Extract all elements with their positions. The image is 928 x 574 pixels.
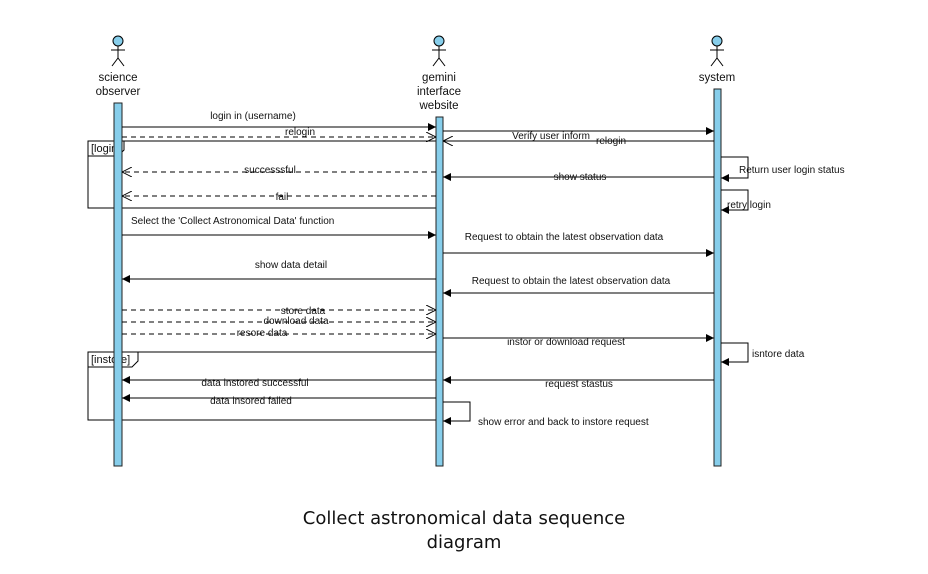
message-retry-login: retry login <box>721 189 771 214</box>
message-download-data: download data <box>122 316 436 327</box>
fragment-instore-label: [instore] <box>91 354 130 366</box>
message-fail: fail <box>122 192 436 203</box>
message-label: download data <box>263 316 328 327</box>
message-resore-data: resore data <box>122 328 436 339</box>
lifeline-science-observer <box>113 102 123 467</box>
message-data-insored-failed: data insored failed <box>122 394 436 407</box>
message-label: isntore data <box>752 349 805 360</box>
actor-label-line: gemini <box>422 72 456 84</box>
message-label: data instored successful <box>201 378 308 389</box>
message-label: instor or download request <box>507 337 625 348</box>
message-label: data insored failed <box>210 396 292 407</box>
message-label: relogin <box>596 136 626 147</box>
message-show-status: show status <box>443 172 714 183</box>
message-data-instored-successful: data instored successful <box>122 376 436 389</box>
message-label: Verify user inform <box>512 131 590 142</box>
fragment-login-label: [login] <box>91 143 120 155</box>
message-label: retry login <box>727 200 771 211</box>
message-label: relogin <box>285 127 315 138</box>
lifeline-gemini-interface-website <box>435 116 444 467</box>
message-label: Select the 'Collect Astronomical Data' f… <box>131 216 334 227</box>
message-successful: successsful <box>122 165 436 176</box>
message-label: fail <box>276 192 289 203</box>
message-label: successsful <box>244 165 296 176</box>
message-verify-user-inform: Verify user inform <box>443 127 714 142</box>
stick-figure-actor-icon <box>710 35 724 67</box>
diagram-caption: Collect astronomical data sequence diagr… <box>0 507 928 555</box>
message-relogin-system: relogin <box>443 136 714 147</box>
actor-label-line: interface <box>417 86 461 98</box>
message-label: Request to obtain the latest observation… <box>472 276 671 287</box>
message-label: show error and back to instore request <box>478 417 649 428</box>
message-label: show status <box>554 172 607 183</box>
message-login: login in (username) <box>122 111 436 131</box>
message-show-error-back-to-instore: show error and back to instore request <box>443 401 649 428</box>
actor-science-observer: science observer <box>96 35 141 98</box>
stick-figure-actor-icon <box>111 35 125 67</box>
stick-figure-actor-icon <box>432 35 446 67</box>
message-instor-or-download-request: instor or download request <box>443 334 714 348</box>
message-request-latest-data-to-system: Request to obtain the latest observation… <box>443 232 714 257</box>
message-label: Request to obtain the latest observation… <box>465 232 664 243</box>
message-relogin-observer: relogin <box>122 127 436 138</box>
message-request-stastus: request stastus <box>443 376 714 390</box>
message-isntore-data: isntore data <box>721 342 805 366</box>
message-return-user-login-status: Return user login status <box>721 156 845 182</box>
actor-label-line: observer <box>96 86 141 98</box>
actor-label-line: website <box>419 100 459 112</box>
actor-label-line: science <box>99 72 138 84</box>
message-label: request stastus <box>545 379 613 390</box>
actor-label-line: system <box>699 72 735 84</box>
message-label: resore data <box>237 328 288 339</box>
actor-system: system <box>699 35 735 84</box>
message-select-collect-function: Select the 'Collect Astronomical Data' f… <box>122 216 436 239</box>
message-label: login in (username) <box>210 111 296 122</box>
caption-line: diagram <box>426 532 502 553</box>
message-label: Return user login status <box>739 165 845 176</box>
message-request-latest-data-to-website: Request to obtain the latest observation… <box>443 276 714 297</box>
actor-gemini-interface-website: gemini interface website <box>417 35 461 112</box>
message-label: show data detail <box>255 260 327 271</box>
message-show-data-detail: show data detail <box>122 260 436 283</box>
message-store-data: store data <box>122 306 436 317</box>
caption-line: Collect astronomical data sequence <box>302 508 626 529</box>
lifeline-system <box>713 88 722 467</box>
message-label: store data <box>281 306 326 317</box>
